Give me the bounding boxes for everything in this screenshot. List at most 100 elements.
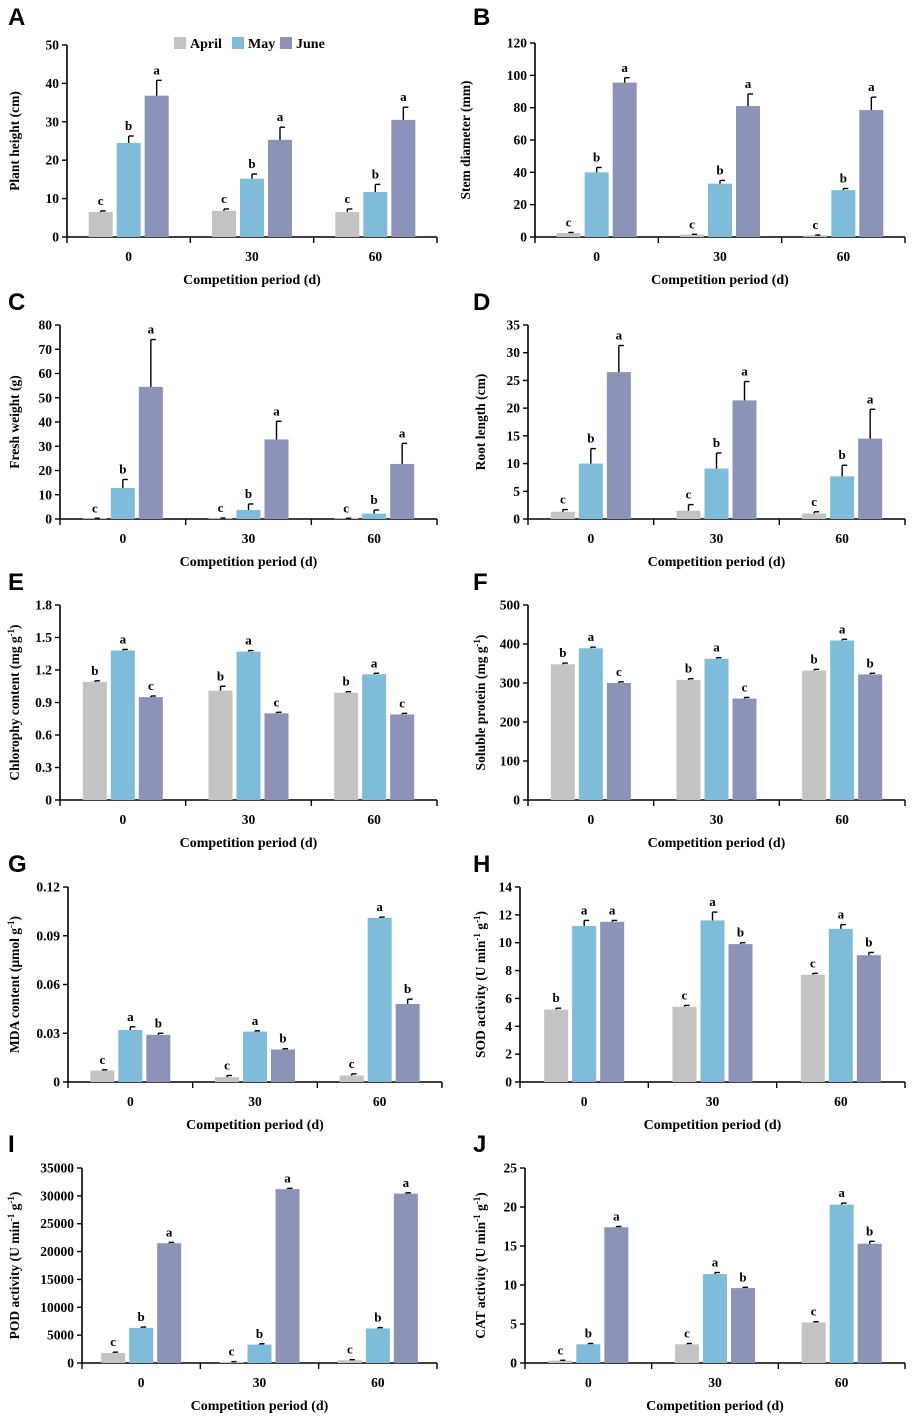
bar-may [704, 658, 729, 800]
significance-letter: a [153, 62, 160, 77]
y-tick-label: 40 [514, 165, 528, 180]
y-tick-label: 0.3 [35, 760, 52, 775]
significance-letter: c [686, 487, 692, 502]
y-axis-label-sup: -1 [6, 920, 16, 928]
significance-letter: c [566, 214, 572, 229]
y-axis-label: MDA content (μmol g-1) [6, 916, 22, 1053]
x-axis-label: Competition period (d) [644, 1118, 782, 1133]
y-tick-label: 30 [46, 114, 60, 129]
bar-may [704, 468, 729, 519]
y-tick-label: 80 [514, 100, 528, 115]
x-axis-label: Competition period (d) [183, 273, 321, 288]
panel-letter-c: C [8, 289, 25, 316]
bar-may [576, 1344, 601, 1363]
panel-letter-d: D [473, 289, 490, 316]
panel-letter-f: F [473, 569, 488, 596]
chart-panel-d: D 0 5 10 15 20 25 30 35 0 30 60 c c c b b b a a a Competition… [473, 289, 906, 570]
bar-june [856, 955, 881, 1082]
bar-june [612, 82, 637, 237]
bar-june [859, 110, 884, 237]
significance-letter: b [371, 492, 378, 507]
y-tick-label: 50 [46, 38, 60, 53]
x-tick-label: 60 [834, 1094, 848, 1109]
legend-label-may: May [248, 37, 275, 52]
x-tick-label: 60 [373, 1094, 387, 1109]
bar-june [858, 674, 883, 800]
significance-letter: a [273, 403, 280, 418]
bar-june [736, 106, 760, 237]
y-tick-label: 50 [39, 390, 53, 405]
bar-june [264, 439, 289, 519]
significance-letter: b [343, 674, 350, 689]
bar-june [393, 1193, 418, 1363]
bar-may [828, 928, 853, 1082]
y-tick-label: 20 [46, 153, 60, 168]
y-tick-label: 0 [45, 512, 52, 527]
x-tick-label: 30 [248, 1094, 262, 1109]
significance-letter: c [99, 1052, 105, 1067]
significance-letter: b [138, 1309, 145, 1324]
x-tick-label: 60 [367, 531, 381, 546]
significance-letter: a [613, 1209, 620, 1224]
y-axis-label-text: POD activity (U min [7, 1221, 22, 1340]
x-tick-label: 30 [713, 249, 727, 264]
y-axis-label-sup: -1 [472, 1214, 482, 1222]
chart-panel-h: H 0 2 4 6 8 10 12 14 0 30 60 b c c a a a a b b Competition pe… [472, 851, 906, 1133]
significance-letter: b [91, 663, 98, 678]
y-tick-label: 0.12 [36, 880, 60, 895]
legend-swatch-may [232, 37, 244, 49]
significance-letter: b [739, 1269, 746, 1284]
bar-april [675, 1344, 699, 1363]
bar-april [550, 664, 575, 800]
bar-may [578, 648, 603, 800]
x-tick-label: 0 [585, 1375, 592, 1390]
y-axis-label-text: ) [473, 635, 488, 640]
bar-june [857, 1243, 882, 1363]
y-tick-label: 5 [513, 484, 520, 499]
bar-may [243, 1031, 267, 1082]
significance-letter: b [559, 645, 566, 660]
chart-panel-g: G 0 0.03 0.06 0.09 0.12 0 30 60 c c c a a a b b b Competit… [6, 851, 443, 1133]
significance-letter: b [217, 668, 224, 683]
y-tick-label: 0.09 [36, 928, 60, 943]
bar-may [362, 513, 387, 519]
y-axis-label-text: SOD activity (U min [473, 940, 488, 1058]
y-tick-label: 0.03 [36, 1026, 60, 1041]
bar-april [337, 1360, 362, 1363]
y-tick-label: 200 [500, 715, 521, 730]
y-tick-label: 0 [52, 230, 59, 245]
significance-letter: c [811, 1304, 817, 1319]
bar-may [584, 172, 609, 237]
bar-may [365, 1328, 390, 1363]
bar-may [708, 183, 732, 237]
significance-letter: c [229, 1344, 235, 1359]
y-tick-label: 20 [507, 401, 521, 416]
bar-april [550, 511, 575, 519]
y-tick-label: 0 [513, 793, 520, 808]
y-tick-label: 35000 [40, 1161, 74, 1176]
x-tick-label: 0 [587, 531, 594, 546]
y-tick-label: 15 [507, 428, 521, 443]
bar-april [802, 513, 827, 519]
significance-letter: a [741, 364, 748, 379]
significance-letter: b [279, 1031, 286, 1046]
significance-letter: a [400, 89, 407, 104]
significance-letter: a [616, 328, 623, 343]
bar-june [264, 713, 289, 800]
bar-may [831, 190, 856, 237]
y-axis-label-text: Chlorophy content (mg g [7, 636, 22, 780]
bar-april [219, 1361, 244, 1363]
y-tick-label: 1.2 [35, 663, 52, 678]
y-axis-label-sup: -1 [472, 933, 482, 941]
x-tick-label: 0 [127, 1094, 134, 1109]
y-axis-label-text: g [7, 1203, 22, 1213]
y-tick-label: 15 [504, 1239, 518, 1254]
bar-may [363, 192, 388, 237]
significance-letter: b [155, 1015, 162, 1030]
significance-letter: b [587, 431, 594, 446]
y-tick-label: 12 [499, 907, 513, 922]
significance-letter: b [713, 435, 720, 450]
y-axis-label: POD activity (U min-1 g-1) [6, 1192, 22, 1340]
significance-letter: b [245, 486, 252, 501]
chart-panel-j: J 0 5 10 15 20 25 0 30 60 c c c b a a a b b Competition per… [472, 1131, 906, 1414]
